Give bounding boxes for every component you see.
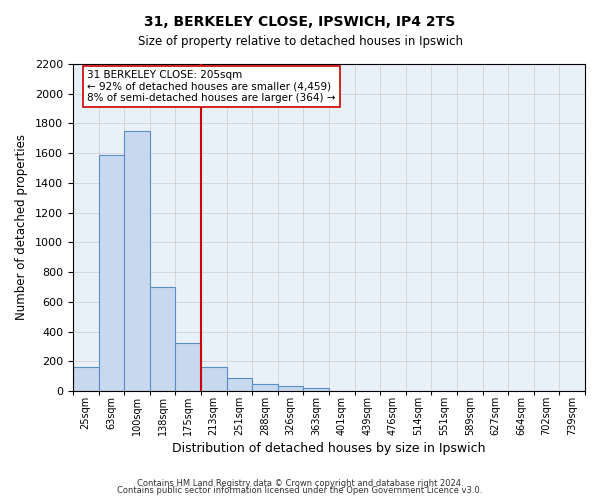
Bar [150,287,175,391]
Text: 31 BERKELEY CLOSE: 205sqm
← 92% of detached houses are smaller (4,459)
8% of sem: 31 BERKELEY CLOSE: 205sqm ← 92% of detac… [87,70,335,103]
Bar [201,367,227,391]
Text: Contains HM Land Registry data © Crown copyright and database right 2024.: Contains HM Land Registry data © Crown c… [137,478,463,488]
X-axis label: Distribution of detached houses by size in Ipswich: Distribution of detached houses by size … [172,442,486,455]
Bar [175,344,201,391]
Bar [278,386,304,391]
Bar [227,378,252,391]
Bar [124,131,150,391]
Bar [73,367,98,391]
Text: Contains public sector information licensed under the Open Government Licence v3: Contains public sector information licen… [118,486,482,495]
Text: 31, BERKELEY CLOSE, IPSWICH, IP4 2TS: 31, BERKELEY CLOSE, IPSWICH, IP4 2TS [145,15,455,29]
Bar [98,154,124,391]
Y-axis label: Number of detached properties: Number of detached properties [15,134,28,320]
Text: Size of property relative to detached houses in Ipswich: Size of property relative to detached ho… [137,35,463,48]
Bar [252,384,278,391]
Bar [304,388,329,391]
